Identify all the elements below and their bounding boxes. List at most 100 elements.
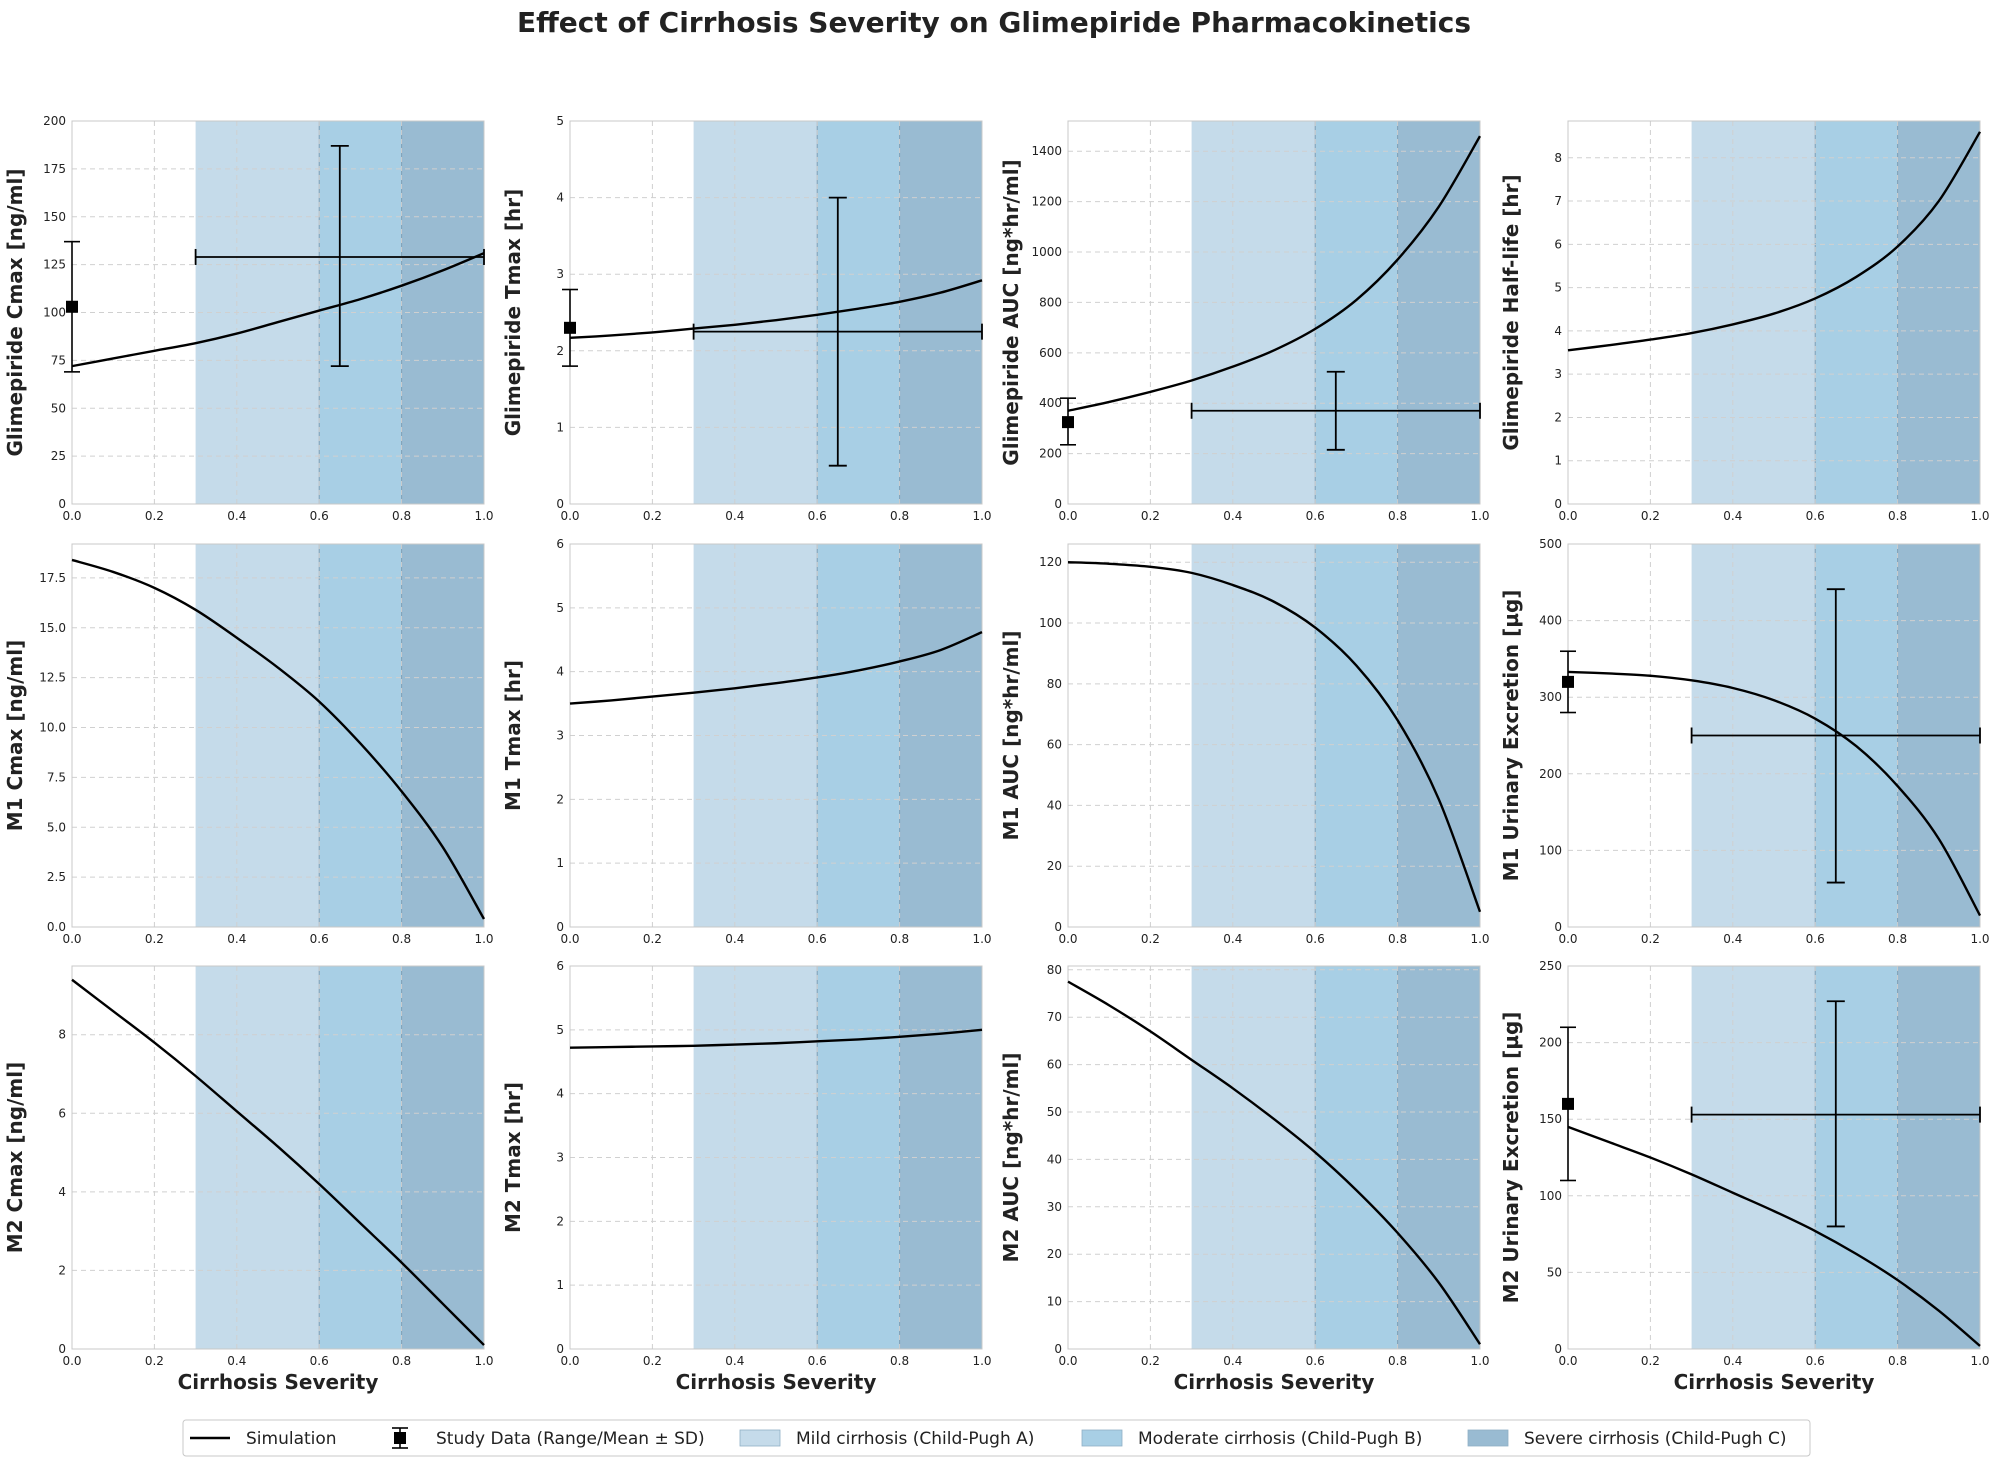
y-tick-label: 150 [1539, 1112, 1562, 1126]
y-tick-label: 0 [1554, 1342, 1562, 1356]
x-tick-label: 0.2 [1641, 1354, 1660, 1368]
x-tick-label: 0.0 [62, 932, 81, 946]
y-axis-label: M1 AUC [ng*hr/ml] [999, 631, 1023, 841]
y-tick-label: 0 [58, 497, 66, 511]
x-tick-label: 0.6 [310, 509, 329, 523]
y-tick-label: 60 [1047, 1058, 1062, 1072]
severity-band-3 [1897, 121, 1980, 504]
x-tick-label: 0.4 [1723, 1354, 1742, 1368]
severity-band-1 [195, 966, 320, 1349]
y-tick-label: 80 [1047, 677, 1062, 691]
y-tick-label: 400 [1039, 396, 1062, 410]
y-tick-label: 2 [58, 1263, 66, 1277]
x-tick-label: 1.0 [474, 932, 493, 946]
axes-frame [1067, 543, 1481, 928]
severity-band-1 [1691, 966, 1816, 1349]
x-tick-label: 0.6 [808, 932, 827, 946]
x-tick-label: 0.2 [145, 1354, 164, 1368]
y-axis-label: M2 Urinary Excretion [µg] [1499, 1012, 1523, 1304]
y-tick-label: 40 [1047, 798, 1062, 812]
y-tick-label: 1000 [1031, 245, 1062, 259]
y-axis-label: M2 Cmax [ng/ml] [3, 1062, 27, 1254]
simulation-line [1067, 135, 1482, 412]
axes-frame [71, 543, 485, 928]
legend-item: Mild cirrhosis (Child-Pugh A) [739, 1429, 1034, 1449]
x-tick-label: 0.6 [1306, 1354, 1325, 1368]
y-tick-label: 50 [1047, 1105, 1062, 1119]
x-tick-label: 0.0 [62, 509, 81, 523]
x-tick-label: 1.0 [474, 509, 493, 523]
x-tick-label: 0.0 [1058, 932, 1077, 946]
subplot-11: 0.0 0.2 0.4 0.6 0.8 1.0 0 10 20 30 40 50 60 70 80 M2 AU… [999, 963, 1490, 1394]
subplot-5: 0.0 0.2 0.4 0.6 0.8 1.0 0.0 2.5 5.0 7.5 10.0 12.5 15… [3, 543, 494, 946]
study-mean-marker [1062, 416, 1074, 429]
subplot-12: 0.0 0.2 0.4 0.6 0.8 1.0 0 50 100 150 200 250 M2 Urin… [1499, 959, 1989, 1394]
severity-band-1 [195, 544, 320, 927]
y-axis-label: M1 Cmax [ng/ml] [3, 640, 27, 832]
x-tick-label: 0.8 [392, 1354, 411, 1368]
y-axis-label: M2 AUC [ng*hr/ml] [999, 1053, 1023, 1263]
y-axis-label: Glimepiride Tmax [hr] [501, 189, 525, 437]
y-tick-label: 8 [58, 1028, 66, 1042]
x-tick-label: 0.2 [1141, 1354, 1160, 1368]
x-tick-label: 0.2 [1141, 932, 1160, 946]
severity-band-2 [319, 544, 402, 927]
y-tick-label: 250 [1539, 959, 1562, 973]
x-tick-label: 0.8 [1888, 509, 1907, 523]
x-tick-label: 0.0 [1058, 509, 1077, 523]
y-tick-label: 120 [1039, 555, 1062, 569]
x-tick-label: 0.0 [560, 932, 579, 946]
y-tick-label: 200 [1539, 1036, 1562, 1050]
y-tick-label: 30 [1047, 1200, 1062, 1214]
y-tick-label: 80 [1047, 963, 1062, 977]
x-tick-label: 1.0 [1970, 932, 1989, 946]
x-tick-label: 1.0 [1470, 932, 1489, 946]
y-tick-label: 150 [43, 210, 66, 224]
x-tick-label: 0.8 [890, 509, 909, 523]
subplot-9: 0.0 0.2 0.4 0.6 0.8 1.0 0 2 4 6 8 M2 Cmax [ng/ml] Ci… [3, 965, 494, 1394]
x-tick-label: 0.8 [1388, 1354, 1407, 1368]
y-tick-label: 5 [556, 1023, 564, 1037]
severity-band-3 [401, 966, 484, 1349]
x-tick-label: 0.4 [725, 1354, 744, 1368]
y-tick-label: 2 [1554, 410, 1562, 424]
y-tick-label: 6 [1554, 237, 1562, 251]
y-tick-label: 200 [43, 114, 66, 128]
x-axis-label: Cirrhosis Severity [676, 1370, 877, 1394]
severity-band-1 [1191, 544, 1316, 927]
y-tick-label: 5 [556, 601, 564, 615]
subplot-7: 0.0 0.2 0.4 0.6 0.8 1.0 0 20 40 60 80 100 120 M1 AUC … [999, 543, 1490, 946]
y-tick-label: 0 [1054, 497, 1062, 511]
simulation-line [1567, 1125, 1981, 1347]
subplot-6: 0.0 0.2 0.4 0.6 0.8 1.0 0 1 2 3 4 5 6 M1 Tmax [hr] [501, 537, 992, 946]
y-tick-label: 200 [1539, 767, 1562, 781]
x-tick-label: 0.0 [62, 1354, 81, 1368]
subplot-4: 0.0 0.2 0.4 0.6 0.8 1.0 0 1 2 3 4 5 6 7 8 Glimepiride H… [1499, 120, 1989, 523]
y-axis-label: Glimepiride Cmax [ng/ml] [3, 169, 27, 457]
x-tick-label: 0.0 [1558, 509, 1577, 523]
x-tick-label: 0.8 [1388, 932, 1407, 946]
x-tick-label: 0.0 [1558, 1354, 1577, 1368]
simulation-line [569, 1028, 983, 1049]
legend-label: Study Data (Range/Mean ± SD) [436, 1429, 705, 1449]
y-tick-label: 3 [556, 729, 564, 743]
y-tick-label: 2 [556, 344, 564, 358]
severity-band-3 [1897, 966, 1980, 1349]
severity-band-2 [319, 966, 402, 1349]
legend-patch-swatch [1467, 1429, 1509, 1447]
y-tick-label: 0 [556, 1342, 564, 1356]
severity-band-3 [401, 544, 484, 927]
x-tick-label: 1.0 [1470, 509, 1489, 523]
y-tick-label: 5 [556, 114, 564, 128]
x-tick-label: 0.6 [1806, 1354, 1825, 1368]
y-tick-label: 5.0 [47, 820, 66, 834]
y-tick-label: 0 [1054, 920, 1062, 934]
severity-band-3 [1397, 966, 1480, 1349]
x-tick-label: 0.2 [145, 932, 164, 946]
axes-frame [569, 543, 983, 928]
x-tick-label: 0.4 [1223, 509, 1242, 523]
severity-band-1 [1191, 966, 1316, 1349]
axes-frame [1067, 965, 1481, 1350]
legend-label: Simulation [246, 1429, 337, 1449]
severity-band-3 [1397, 544, 1480, 927]
